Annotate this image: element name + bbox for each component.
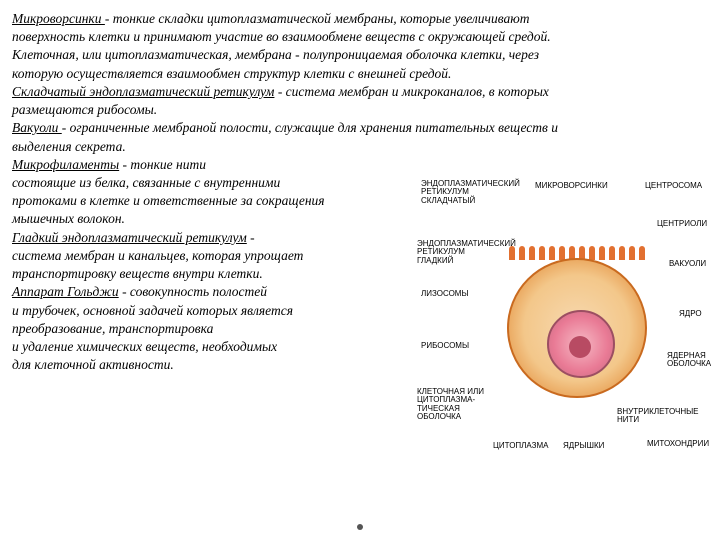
def1: - тонкие складки цитоплазматической мемб… [105, 11, 530, 26]
lbl-nuclear-env: ЯДЕРНАЯ ОБОЛОЧКА [667, 352, 711, 369]
lbl-vacuoles: ВАКУОЛИ [669, 260, 706, 268]
lbl-er-rough: ЭНДОПЛАЗМАТИЧЕСКИЙ РЕТИКУЛУМ СКЛАДЧАТЫЙ [421, 180, 520, 205]
para-microvilli: Микроворсинки - тонкие складки цитоплазм… [12, 10, 708, 46]
term-rough-er: Складчатый эндоплазматический ретикулум [12, 84, 274, 99]
l1: - тонкие нити [119, 157, 206, 172]
l2: которую осуществляется взаимообмен струк… [12, 66, 451, 81]
l2: состоящие из белка, связанные с внутренн… [12, 175, 280, 190]
term-golgi: Аппарат Гольджи [12, 284, 119, 299]
diagram-nucleolus [569, 336, 591, 358]
def2: размещаются рибосомы. [12, 102, 157, 117]
para-golgi: Аппарат Гольджи - совокупность полостей … [12, 283, 442, 374]
l3: преобразование, транспортировка [12, 321, 213, 336]
lbl-centrosome: ЦЕНТРОСОМА [645, 182, 702, 190]
term-microfilaments: Микрофиламенты [12, 157, 119, 172]
def2: поверхность клетки и принимают участие в… [12, 29, 551, 44]
slide-dot-icon [357, 524, 363, 530]
l1: Клеточная, или цитоплазматическая, мембр… [12, 47, 539, 62]
lbl-microvilli: МИКРОВОРСИНКИ [535, 182, 608, 190]
term-microvilli: Микроворсинки [12, 11, 105, 26]
def2: выделения секрета. [12, 139, 126, 154]
lbl-centrioles: ЦЕНТРИОЛИ [657, 220, 707, 228]
l4: и удаление химических веществ, необходим… [12, 339, 277, 354]
lbl-membrane: КЛЕТОЧНАЯ ИЛИ ЦИТОПЛАЗМА- ТИЧЕСКАЯ ОБОЛО… [417, 388, 484, 422]
term-smooth-er: Гладкий эндоплазматический ретикулум [12, 230, 247, 245]
para-vacuoles: Вакуоли - ограниченные мембраной полости… [12, 119, 708, 155]
l5: для клеточной активности. [12, 357, 174, 372]
def1: - система мембран и микроканалов, в кото… [274, 84, 548, 99]
l1: - совокупность полостей [119, 284, 267, 299]
lbl-nucleolus: ЯДРЫШКИ [563, 442, 604, 450]
lbl-cytoplasm: ЦИТОПЛАЗМА [493, 442, 549, 450]
l3: транспортировку веществ внутри клетки. [12, 266, 263, 281]
term-vacuoles: Вакуоли [12, 120, 62, 135]
lbl-er-smooth: ЭНДОПЛАЗМАТИЧЕСКИЙ РЕТИКУЛУМ ГЛАДКИЙ [417, 240, 516, 265]
l2: и трубочек, основной задачей которых явл… [12, 303, 293, 318]
lbl-nucleus: ЯДРО [679, 310, 702, 318]
para-membrane: Клеточная, или цитоплазматическая, мембр… [12, 46, 708, 82]
lbl-inner-fil: ВНУТРИКЛЕТОЧНЫЕ НИТИ [617, 408, 699, 425]
lbl-mito: МИТОХОНДРИИ [647, 440, 709, 448]
para-microfilaments: Микрофиламенты - тонкие нити состоящие и… [12, 156, 442, 229]
l2: система мембран и канальцев, которая упр… [12, 248, 303, 263]
l3: протоками в клетке и ответственные за со… [12, 193, 325, 208]
l4: мышечных волокон. [12, 211, 125, 226]
lbl-lysosomes: ЛИЗОСОМЫ [421, 290, 469, 298]
lbl-ribosomes: РИБОСОМЫ [421, 342, 469, 350]
l1: - [247, 230, 255, 245]
para-smooth-er: Гладкий эндоплазматический ретикулум - с… [12, 229, 442, 284]
def1: - ограниченные мембраной полости, служащ… [62, 120, 558, 135]
cell-diagram: ЭНДОПЛАЗМАТИЧЕСКИЙ РЕТИКУЛУМ СКЛАДЧАТЫЙ … [417, 180, 712, 470]
para-rough-er: Складчатый эндоплазматический ретикулум … [12, 83, 708, 119]
